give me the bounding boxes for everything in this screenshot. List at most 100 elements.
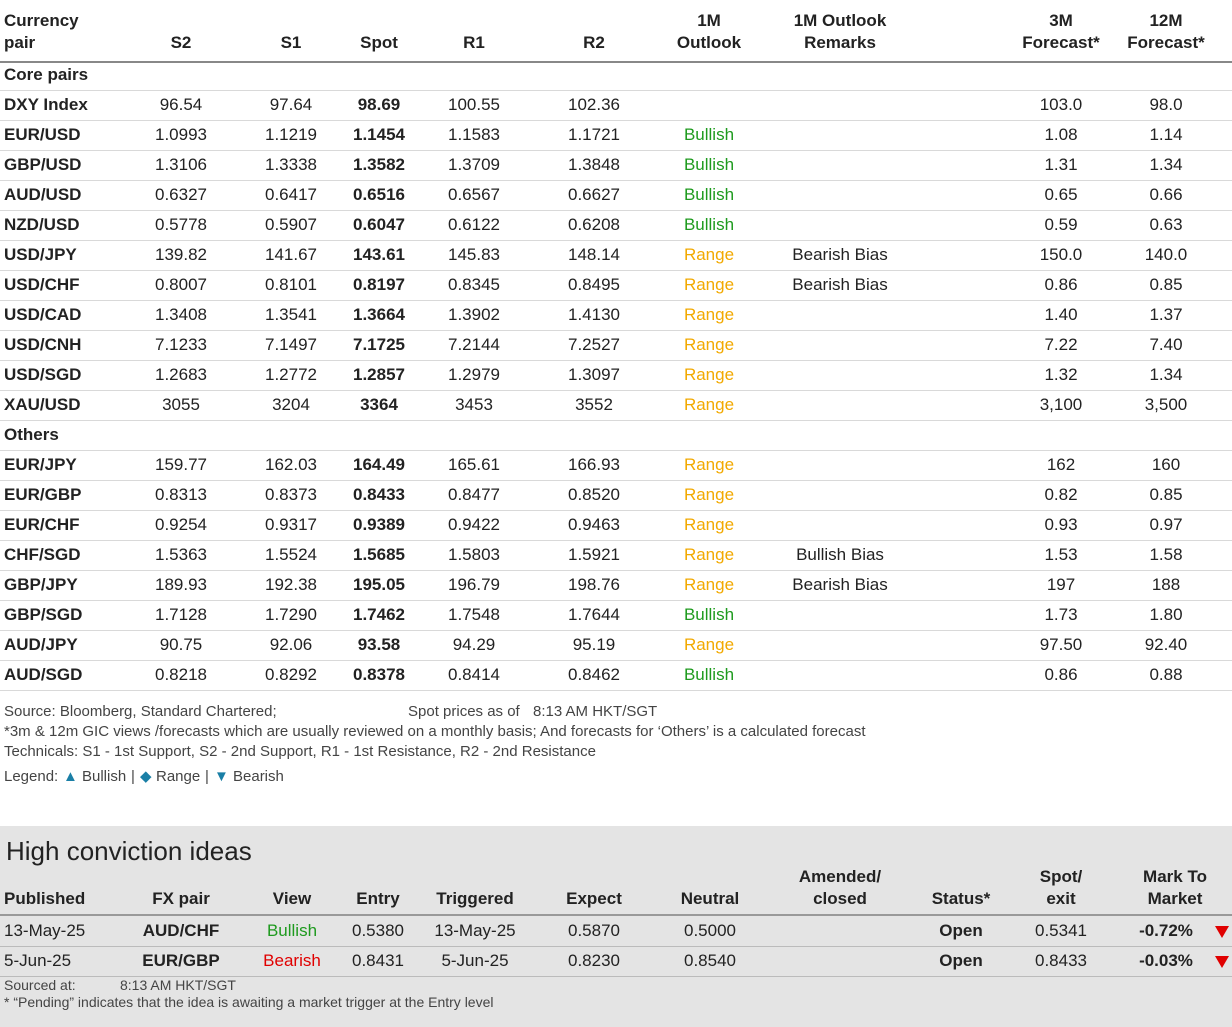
idea-cell: 0.5341 — [1035, 921, 1087, 940]
idea-cell: 0.8230 — [568, 951, 620, 970]
cell: 7.1497 — [265, 335, 317, 354]
idea-cell: 0.8433 — [1035, 951, 1087, 970]
pair: CHF/SGD — [4, 545, 81, 564]
idea-cell: 0.5870 — [568, 921, 620, 940]
pair: EUR/USD — [4, 125, 81, 144]
cell: 3,100 — [1039, 395, 1083, 414]
cell: 150.0 — [1039, 245, 1083, 264]
cell: 1.3902 — [448, 305, 500, 324]
cell: Bearish Bias — [792, 275, 888, 294]
spot-time: 8:13 AM HKT/SGT — [533, 703, 658, 720]
cell: 1.53 — [1044, 545, 1078, 564]
cell: 0.8101 — [265, 275, 317, 294]
ideas-header-cell: Entry — [356, 889, 400, 908]
header-cell: S1 — [280, 33, 302, 52]
cell: 1.14 — [1149, 125, 1183, 144]
cell: 145.83 — [448, 245, 500, 264]
cell: 197 — [1046, 575, 1076, 594]
cell: 1.37 — [1149, 305, 1183, 324]
cell: 141.67 — [265, 245, 317, 264]
cell: 0.8197 — [353, 275, 405, 294]
cell: 1.40 — [1044, 305, 1078, 324]
ideas-header-cell: FX pair — [152, 889, 210, 908]
cell: 143.61 — [353, 245, 405, 264]
cell: 1.1583 — [448, 125, 500, 144]
idea-cell: Open — [939, 951, 983, 970]
outlook: Range — [683, 275, 735, 294]
row-border — [0, 180, 1232, 181]
legend-symbol: ◆ — [140, 768, 152, 785]
row-border — [0, 330, 1232, 331]
cell: 189.93 — [155, 575, 207, 594]
cell: 0.63 — [1149, 215, 1183, 234]
cell: 0.8433 — [353, 485, 405, 504]
pair: AUD/SGD — [4, 665, 83, 684]
arrow-shape — [1215, 956, 1229, 968]
row-border — [0, 300, 1232, 301]
section-title: Others — [4, 425, 59, 444]
cell: 1.3408 — [155, 305, 207, 324]
outlook: Bullish — [683, 185, 735, 204]
row-border — [0, 540, 1232, 541]
cell: 0.8373 — [265, 485, 317, 504]
cell: 1.7548 — [448, 605, 500, 624]
outlook: Bullish — [683, 155, 735, 174]
cell: 0.8007 — [155, 275, 207, 294]
cell: 7.40 — [1149, 335, 1183, 354]
cell: 98.0 — [1149, 95, 1183, 114]
idea-cell: AUD/CHF — [142, 921, 220, 940]
ideas-header-cell: exit — [1046, 889, 1076, 908]
idea-cell: 5-Jun-25 — [4, 951, 72, 970]
cell: 93.58 — [357, 635, 401, 654]
row-border — [0, 600, 1232, 601]
cell: 95.19 — [572, 635, 616, 654]
cell: 0.82 — [1044, 485, 1078, 504]
row-border — [0, 120, 1232, 121]
outlook: Range — [683, 365, 735, 384]
cell: 0.6516 — [353, 185, 405, 204]
idea-cell: Open — [939, 921, 983, 940]
cell: 0.8495 — [568, 275, 620, 294]
cell: 192.38 — [265, 575, 317, 594]
legend-text: Bullish — [82, 768, 127, 785]
cell: 139.82 — [155, 245, 207, 264]
row-border — [0, 270, 1232, 271]
cell: 1.7128 — [155, 605, 207, 624]
sourced-time: 8:13 AM HKT/SGT — [120, 977, 236, 993]
cell: 102.36 — [568, 95, 620, 114]
cell: 0.9254 — [155, 515, 207, 534]
outlook: Range — [683, 485, 735, 504]
row-border — [0, 976, 1232, 977]
cell: 7.2527 — [568, 335, 620, 354]
cell: 1.5685 — [353, 545, 405, 564]
cell: 7.2144 — [448, 335, 500, 354]
pair: EUR/CHF — [4, 515, 80, 534]
cell: 0.8477 — [448, 485, 500, 504]
cell: 1.3097 — [568, 365, 620, 384]
cell: Bullish Bias — [796, 545, 884, 564]
cell: 0.8218 — [155, 665, 207, 684]
header-cell: Currency — [4, 11, 79, 30]
ideas-header-cell: closed — [813, 889, 867, 908]
ideas-header-cell: Neutral — [680, 889, 740, 908]
cell: 1.3541 — [265, 305, 317, 324]
legend-label: Legend: — [4, 768, 59, 785]
cell: 100.55 — [448, 95, 500, 114]
cell: 1.0993 — [155, 125, 207, 144]
cell: 165.61 — [448, 455, 500, 474]
row-border — [0, 630, 1232, 631]
cell: 195.05 — [353, 575, 405, 594]
outlook: Bullish — [683, 665, 735, 684]
header-cell: R1 — [463, 33, 485, 52]
idea-cell: 0.8540 — [684, 951, 736, 970]
cell: 1.08 — [1044, 125, 1078, 144]
cell: 0.6208 — [568, 215, 620, 234]
cell: 1.2683 — [155, 365, 207, 384]
cell: 0.86 — [1044, 665, 1078, 684]
cell: 92.06 — [269, 635, 313, 654]
cell: 103.0 — [1039, 95, 1083, 114]
pair: USD/JPY — [4, 245, 77, 264]
arrow-shape — [1215, 926, 1229, 938]
legend-separator: | — [205, 768, 209, 785]
